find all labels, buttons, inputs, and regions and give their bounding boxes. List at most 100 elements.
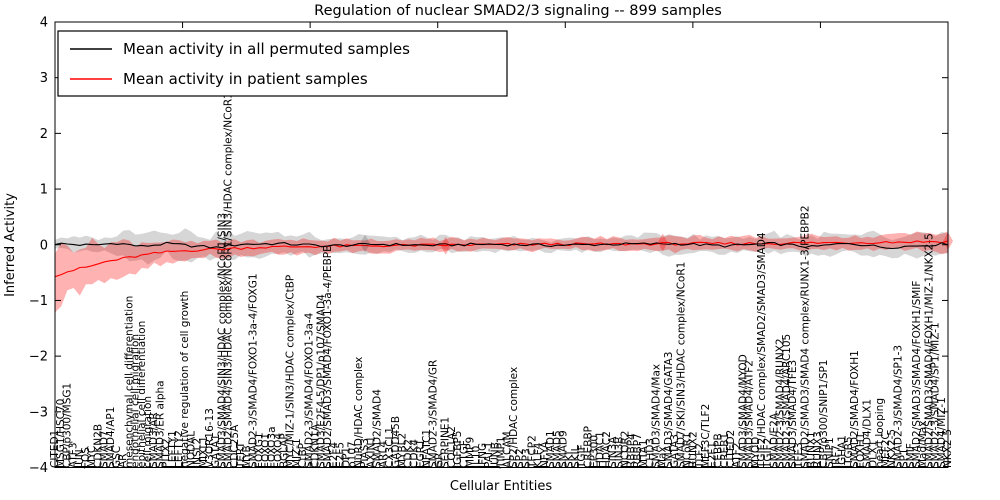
x-tick-label: CDKN2B — [92, 424, 104, 468]
x-tick-label: SMAD2-3/SMAD4/FOXO1-3a-4 — [303, 312, 315, 468]
x-tick-label: SMAD4/AP1 — [105, 407, 117, 468]
x-axis-label: Cellular Entities — [450, 479, 552, 494]
y-tick-label: −4 — [29, 461, 48, 476]
x-tick-label: SMAD3/SMAD4/GATA3 — [663, 352, 675, 468]
band-series-1 — [55, 231, 948, 313]
x-tick-label: SMAD2-3/SMAD4/RUNX2 — [775, 338, 787, 468]
x-tick-label: SMAD3/ER alpha — [154, 380, 166, 468]
x-tick-label: MEF2C — [880, 432, 892, 468]
x-tick-label: NCoR1 — [682, 432, 694, 468]
x-tick-label: ARL4 — [378, 441, 390, 468]
x-tick-label: TERT — [235, 441, 247, 469]
x-tick-label: CHD3 — [644, 438, 656, 468]
y-tick-label: 0 — [40, 238, 48, 253]
y-tick-label: 4 — [40, 16, 48, 31]
x-tick-label: AXIN1 — [365, 436, 377, 468]
x-tick-label: IGFBP5 — [452, 431, 464, 469]
x-tick-label: IFNG — [477, 443, 489, 468]
x-tick-labels: CITED1MSG1/HSC70CBP/p300/MSG1ATF3JUNFOSM… — [49, 92, 954, 469]
x-tick-label: SMAD3/SMAD4/SIN3/HDAC complex/NCoR1/SIN3 — [216, 213, 228, 468]
x-tick-label: SMAD9 — [558, 430, 570, 468]
x-tick-label: HDAC1 — [595, 431, 607, 468]
x-tick-label: E2F5 — [334, 442, 346, 468]
x-tick-label: NCOR2 — [620, 431, 632, 468]
x-tick-label: BGLAP — [278, 433, 290, 468]
x-tick-label: INSL2 — [192, 438, 204, 468]
x-tick-label: NFYA — [539, 441, 551, 468]
x-tick-label: TGIF2/HDAC complex/SMAD2/SMAD3/SMAD4 — [756, 232, 768, 469]
x-tick-label: SMAD2-3/SMAD4/ARC105 — [781, 334, 793, 468]
x-tick-label: COL1A2 — [446, 426, 458, 468]
diamond-marker — [440, 236, 451, 255]
x-tick-label: CDC25A — [229, 424, 241, 468]
x-tick-label: EP300 — [589, 435, 601, 468]
x-tick-label: TIMP1 — [496, 436, 508, 469]
x-tick-label: CREBBP — [582, 426, 594, 468]
x-tick-label: SP2/HDAC complex — [508, 367, 520, 468]
x-tick-label: E2F4 — [328, 442, 340, 468]
x-tick-label: RUNX3 — [812, 431, 824, 468]
x-tick-label: SERPINE1 — [440, 417, 452, 468]
x-tick-label: SMAD7/SKI/SIN3/HDAC complex/NCoR1 — [675, 262, 687, 468]
x-tick-label: Mad/Max — [917, 421, 929, 468]
x-tick-label: SMAD2/SMAD3/SMAD4 complex/RUNX1-3/PEBPB2 — [799, 205, 811, 468]
x-tick-label: MTA1 — [638, 439, 650, 468]
x-tick-label: TLF2 — [694, 443, 706, 469]
x-tick-label: SMAD2/SMAD3/SMAD4/FOXO1-3a-4/PEBPB — [322, 245, 334, 468]
confidence-bands — [55, 228, 948, 313]
x-tick-label: ITGB5 — [843, 436, 855, 468]
diamond-marker — [360, 234, 371, 253]
x-tick-label: CREB1 — [719, 433, 731, 468]
x-tick-label: SMIF — [905, 443, 917, 468]
x-tick-label: IRF7 — [830, 445, 842, 468]
x-tick-label: SMAD3/SMAD4/Max — [651, 364, 663, 468]
x-tick-label: KLF4 — [533, 442, 545, 468]
x-tick-label: JUNB — [489, 442, 501, 469]
diamond-marker — [657, 233, 668, 252]
x-tick-label: SMAD/E2A — [768, 412, 780, 468]
x-tick-label: TGIF2 — [762, 438, 774, 469]
x-tick-label: SMAD2/SMAD4/FOXH1 — [849, 350, 861, 468]
x-tick-label: SMAD3/SMAD4/MYOD — [737, 354, 749, 468]
x-tick-label: SMAD7 — [99, 430, 111, 468]
legend-label-permuted: Mean activity in all permuted samples — [123, 40, 410, 58]
x-tick-label: mesenchymal cell differentiation — [123, 296, 135, 468]
x-tick-label: E2F1 — [706, 442, 718, 468]
x-tick-label: AR — [117, 454, 129, 468]
x-tick-label: EGR1 — [415, 439, 427, 468]
x-tick-label: CITED2 — [725, 430, 737, 468]
x-tick-label: CtBP — [297, 443, 309, 468]
x-tick-label: MYC — [86, 446, 98, 468]
y-tick-label: −1 — [29, 294, 48, 309]
x-tick-label: SKI — [564, 451, 576, 468]
x-tick-label: MIXL1 — [198, 436, 210, 468]
x-tick-label: FOXG1 — [254, 432, 266, 468]
x-tick-label: epithelial cell differentiation — [136, 321, 148, 468]
x-tick-label: CTGF — [458, 440, 470, 468]
x-tick-label: SKIL — [570, 445, 582, 468]
x-tick-label: p107 — [347, 441, 359, 468]
x-tick-label: FOXO4 — [272, 433, 284, 468]
y-tick-label: −2 — [29, 350, 48, 365]
x-tick-label: HDAC2 — [601, 431, 613, 468]
y-tick-label: 2 — [40, 127, 48, 142]
x-tick-label: CDKN1A — [309, 423, 321, 468]
x-tick-label: SIN3B — [613, 437, 625, 469]
x-tick-label: GATA1 — [210, 434, 222, 468]
x-tick-label: heart looping — [874, 398, 886, 468]
x-tick-label: RUNX2 — [688, 431, 700, 468]
series-lines — [54, 240, 949, 278]
x-tick-label: PAI-1 — [483, 442, 495, 468]
x-tick-label: CBP/p300/SNIP1/SP1 — [818, 360, 830, 469]
x-tick-label: SMAD3/SMAD4/TFE3 — [787, 360, 799, 468]
x-tick-label: RUNX1 — [806, 431, 818, 468]
x-tick-label: SIN3A — [607, 436, 619, 468]
x-tick-label: endothelial cell migration — [130, 334, 142, 468]
x-tick-label: MMP9 — [464, 437, 476, 468]
x-tick-label: negative regulation of cell growth — [179, 291, 191, 468]
y-axis-label: Inferred Activity — [3, 193, 18, 297]
x-tick-label: MSG1/HSC70 — [55, 399, 67, 468]
x-tick-label: cell migration — [142, 396, 154, 468]
x-tick-label: SMAD4/DLX1 — [861, 399, 873, 468]
